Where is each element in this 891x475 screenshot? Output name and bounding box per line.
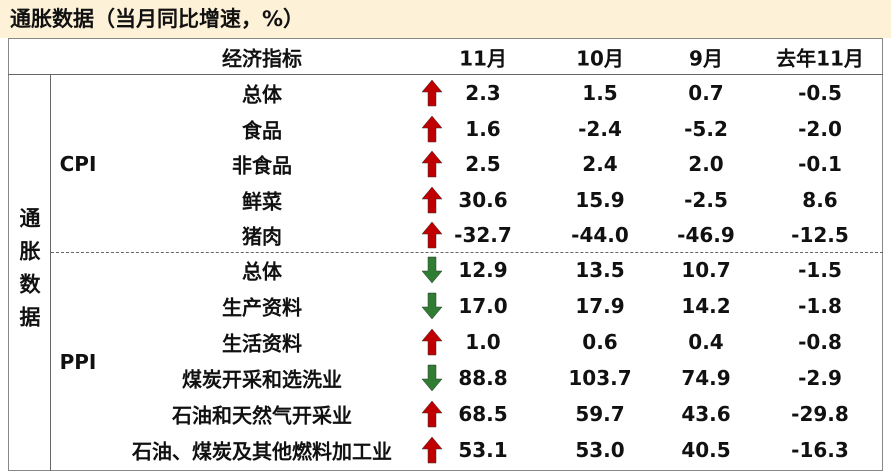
value-cell: 1.0 [465,330,501,354]
value-cell: 15.9 [575,187,625,212]
value-cell: 74.9 [681,366,731,390]
value-cell: -44.0 [571,223,629,247]
value-cell: -0.5 [798,81,842,105]
value-cell: 17.9 [575,294,625,318]
value-cell: 53.1 [458,438,508,462]
row-label: 生活资料 [222,331,302,356]
value-cell: 8.6 [802,187,838,212]
title-bar: 通胀数据（当月同比增速，%） [0,0,891,38]
value-cell: 2.0 [688,152,724,176]
row-label: 鲜菜 [242,189,282,213]
row-label: 非食品 [232,153,292,178]
row-label: 石油和天然气开采业 [172,403,352,428]
value-cell: -32.7 [454,223,512,247]
value-cell: 53.0 [575,438,625,462]
row-label: 总体 [242,82,282,107]
header-cell: 去年11月 [776,46,864,71]
value-cell: 43.6 [681,402,731,426]
row-label: 生产资料 [222,295,302,320]
value-cell: 0.7 [688,81,724,105]
arrow-down [421,364,443,392]
value-cell: -2.0 [798,116,842,141]
value-cell: 2.4 [582,152,618,176]
arrow-up [421,115,443,142]
arrow-up [421,221,443,249]
value-cell: 0.6 [582,330,618,354]
value-cell: 10.7 [681,258,731,282]
row-label: 食品 [242,118,282,142]
side-cell: 通胀数据 [8,75,50,471]
arrow-down [421,256,443,284]
value-cell: 1.6 [465,116,501,141]
group-label: CPI [59,151,97,176]
arrow-down [421,292,443,320]
value-cell: 40.5 [681,438,731,462]
value-cell: 13.5 [575,258,625,282]
value-cell: 88.8 [458,366,508,390]
row-label: 煤炭开采和选洗业 [182,367,342,392]
value-cell: -2.5 [684,187,728,212]
value-cell: 0.4 [688,330,724,354]
group-rule [51,252,883,253]
side-label: 通胀数据 [17,207,41,339]
header-rule [8,74,883,75]
header-cell: 11月 [459,46,507,71]
value-cell: -16.3 [791,438,849,462]
value-cell: 2.5 [465,152,501,176]
arrow-up [421,400,443,428]
value-cell: 30.6 [458,187,508,212]
value-cell: 12.9 [458,258,508,282]
value-cell: 59.7 [575,402,625,426]
value-cell: -1.8 [798,294,842,318]
group-label: PPI [59,349,97,374]
value-cell: 2.3 [465,81,501,105]
value-cell: 1.5 [582,81,618,105]
value-cell: 68.5 [458,402,508,426]
row-label: 猪肉 [242,224,282,249]
value-cell: -46.9 [677,223,735,247]
value-cell: 103.7 [568,366,632,390]
value-cell: -1.5 [798,258,842,282]
value-cell: 14.2 [681,294,731,318]
value-cell: -0.1 [798,152,842,176]
value-cell: -12.5 [791,223,849,247]
arrow-up [421,328,443,356]
value-cell: -2.9 [798,366,842,390]
row-label: 石油、煤炭及其他燃料加工业 [132,439,392,464]
side-rule [50,75,51,471]
value-cell: -29.8 [791,402,849,426]
header-cell: 9月 [689,46,723,71]
arrow-up [421,186,443,213]
value-cell: -0.8 [798,330,842,354]
header-cell: 10月 [576,46,624,71]
value-cell: 17.0 [458,294,508,318]
arrow-up [421,79,443,107]
header-cell: 经济指标 [222,46,302,71]
table-border [8,38,883,471]
arrow-up [421,150,443,178]
row-label: 总体 [242,259,282,284]
value-cell: -5.2 [684,116,728,141]
value-cell: -2.4 [578,116,622,141]
arrow-up [421,436,443,464]
